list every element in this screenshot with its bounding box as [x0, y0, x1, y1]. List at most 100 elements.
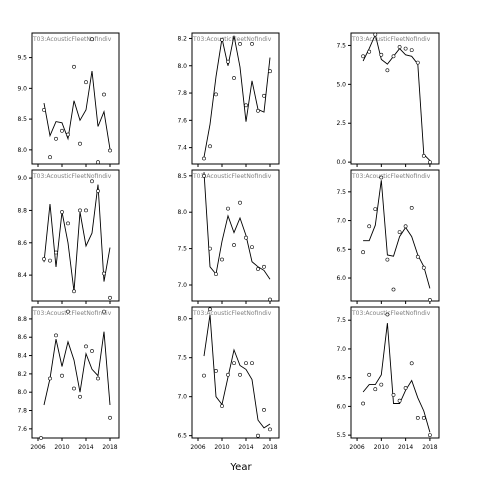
observation-point: [361, 250, 366, 255]
panel-strip-label: T03:AcousticFleetNofIndiv: [192, 36, 272, 43]
observation-point: [379, 382, 384, 387]
observation-point: [220, 37, 224, 42]
observation-point: [90, 179, 94, 184]
observation-point: [391, 287, 396, 292]
observation-point: [102, 271, 106, 276]
observation-point: [60, 128, 64, 133]
observation-point: [54, 333, 58, 338]
observation-point: [361, 401, 366, 406]
observation-point: [409, 361, 414, 366]
observation-point: [256, 108, 260, 113]
y-tick-label: 7.5: [336, 317, 346, 324]
y-tick-label: 8.2: [177, 35, 187, 42]
y-tick-label: 5.0: [336, 81, 346, 88]
observation-point: [78, 141, 82, 146]
y-tick-label: 7.5: [177, 246, 187, 253]
y-tick-label: 7.4: [177, 145, 187, 152]
observation-point: [208, 307, 212, 312]
fitted-line: [363, 180, 431, 289]
observation-point: [42, 108, 46, 112]
observation-point: [208, 246, 212, 251]
observation-point: [373, 207, 378, 212]
fitted-line: [203, 35, 271, 158]
observation-point: [84, 208, 88, 213]
observation-point: [373, 387, 378, 392]
observation-point: [379, 52, 384, 57]
y-tick-label: 6.0: [336, 403, 346, 410]
observation-point: [409, 205, 414, 210]
observation-point: [385, 312, 390, 317]
x-tick-label: 2006: [190, 444, 205, 451]
y-tick-label: 6.5: [336, 375, 346, 382]
observation-point: [90, 37, 94, 42]
observation-point: [108, 295, 112, 300]
x-tick-label: 2014: [398, 444, 413, 451]
observation-point: [385, 68, 390, 73]
y-tick-label: 7.8: [17, 408, 27, 415]
observation-point: [48, 258, 52, 263]
y-tick-label: 9.0: [17, 85, 27, 92]
y-tick-label: 8.8: [17, 207, 27, 214]
panel-strip-label: T03:AcousticFleetNofIndiv: [32, 36, 112, 43]
panel-frame: [350, 306, 440, 439]
observation-point: [391, 54, 396, 59]
y-tick-label: 6.0: [336, 275, 346, 282]
y-tick-label: 8.8: [17, 316, 27, 323]
panel-frame: [350, 32, 440, 165]
y-tick-label: 9.0: [17, 175, 27, 182]
panel-strip-label: T03:AcousticFleetNofIndiv: [32, 173, 112, 180]
observation-point: [397, 45, 402, 49]
observation-point: [60, 373, 64, 378]
panel-7: T03:AcousticFleetNofIndiv 7.6 7.8 8.0 8.2 8.4…: [17, 306, 120, 451]
observation-point: [415, 415, 420, 420]
y-tick-label: 9.5: [17, 55, 27, 62]
observation-point: [250, 42, 254, 46]
y-tick-label: 7.5: [336, 42, 346, 49]
observation-point: [96, 376, 100, 381]
panel-2: T03:AcousticFleetNofIndiv 7.4 7.6 7.8 8.0 8.2: [177, 32, 280, 167]
y-tick-label: 8.0: [177, 316, 187, 323]
x-tick-label: 2018: [262, 444, 277, 451]
observation-point: [268, 69, 272, 74]
y-tick-label: 8.4: [17, 272, 27, 279]
x-tick-label: 2018: [102, 444, 117, 451]
observation-point: [42, 257, 46, 261]
observation-point: [421, 265, 426, 270]
observation-point: [102, 92, 106, 97]
observation-point: [391, 392, 396, 397]
observation-point: [415, 60, 420, 65]
observation-point: [367, 49, 372, 54]
observation-point: [108, 148, 112, 153]
panel-8: T03:AcousticFleetNofIndiv 6.5 7.0 7.5 8.0 200…: [177, 306, 280, 451]
observation-point: [202, 156, 206, 161]
observation-point: [244, 361, 248, 366]
fitted-line: [43, 71, 111, 150]
observation-point: [214, 92, 218, 97]
observation-point: [238, 200, 242, 205]
panel-grid: T03:AcousticFleetNofIndiv8.08.59.09.5T03…: [17, 32, 440, 451]
panel-6: T03:AcousticFleetNofIndiv 6.0 6.5 7.0 7.5: [336, 169, 440, 304]
observation-point: [96, 160, 100, 165]
observation-point: [367, 224, 372, 229]
panel-frame: [191, 169, 280, 302]
observation-point: [54, 136, 58, 141]
observation-point: [262, 264, 266, 269]
observation-point: [256, 433, 260, 438]
observation-point: [367, 372, 372, 377]
observation-point: [226, 59, 230, 64]
observation-point: [78, 208, 82, 213]
observation-point: [96, 189, 100, 193]
observation-point: [238, 42, 242, 46]
observation-point: [262, 93, 266, 98]
y-tick-label: 8.6: [17, 334, 27, 341]
y-tick-label: 8.6: [17, 240, 27, 247]
observation-point: [66, 221, 70, 226]
fitted-line: [203, 314, 271, 429]
y-tick-label: 8.0: [177, 63, 187, 70]
observation-point: [102, 309, 106, 314]
observation-point: [232, 76, 236, 80]
observation-point: [238, 372, 242, 377]
fitted-line: [203, 172, 271, 280]
fitted-line: [43, 184, 111, 292]
